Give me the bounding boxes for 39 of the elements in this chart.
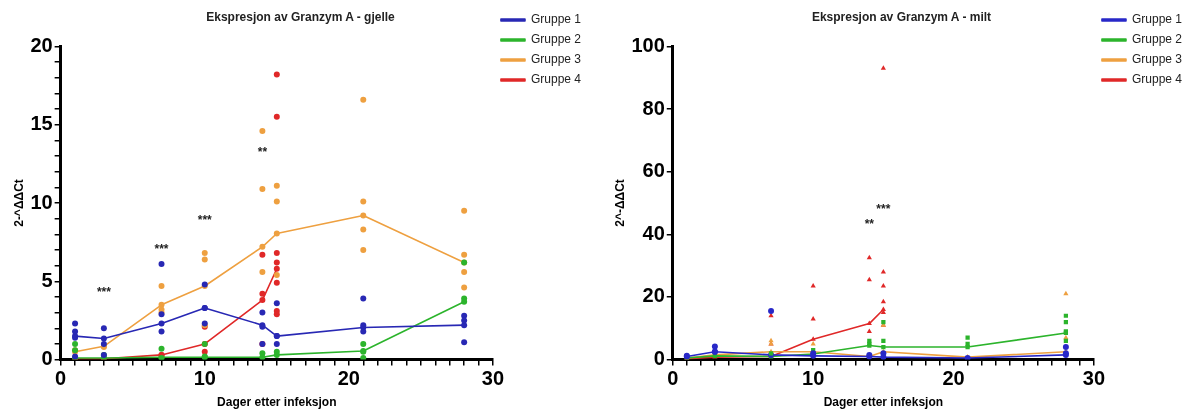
x-tick-label: 10 bbox=[193, 367, 216, 390]
y-tick-label: 5 bbox=[41, 268, 53, 291]
x-axis-title: Dager etter infeksjon bbox=[823, 395, 944, 410]
legend-label: Gruppe 3 bbox=[530, 52, 582, 67]
annotation: *** bbox=[154, 242, 169, 257]
x-tick-label: 20 bbox=[942, 367, 965, 390]
legend-label: Gruppe 4 bbox=[530, 72, 582, 87]
x-tick-label: 0 bbox=[667, 367, 679, 390]
x-tick-label: 30 bbox=[481, 367, 505, 390]
y-tick-label: 0 bbox=[41, 347, 53, 370]
annotation: *** bbox=[96, 284, 112, 299]
y-tick-label: 0 bbox=[653, 347, 665, 370]
annotation: ** bbox=[864, 217, 875, 232]
annotation: ** bbox=[257, 145, 268, 160]
y-tick-label: 20 bbox=[642, 284, 665, 307]
legend-label: Gruppe 1 bbox=[1131, 12, 1183, 27]
annotation: *** bbox=[876, 201, 891, 216]
x-tick-label: 30 bbox=[1082, 367, 1106, 390]
legend-label: Gruppe 3 bbox=[1131, 52, 1183, 67]
x-tick-label: 0 bbox=[55, 367, 67, 390]
y-tick-label: 20 bbox=[30, 33, 53, 56]
annotation: *** bbox=[197, 212, 213, 227]
legend-label: Gruppe 2 bbox=[530, 32, 582, 47]
y-tick-label: 80 bbox=[642, 96, 665, 119]
y-tick-label: 100 bbox=[631, 33, 665, 56]
y-axis-title: 2^-ΔΔCt bbox=[612, 179, 627, 227]
x-tick-label: 10 bbox=[802, 367, 825, 390]
chart-title: Ekspresjon av Granzym A - gjelle bbox=[206, 9, 396, 24]
legend-label: Gruppe 1 bbox=[530, 12, 582, 27]
y-axis-title: 2-^ΔΔCt bbox=[11, 179, 26, 227]
legend-label: Gruppe 4 bbox=[1131, 72, 1183, 87]
y-tick-label: 10 bbox=[30, 190, 53, 213]
legend-label: Gruppe 2 bbox=[1131, 32, 1183, 47]
y-tick-label: 15 bbox=[30, 112, 53, 135]
x-axis-title: Dager etter infeksjon bbox=[217, 395, 337, 410]
y-tick-label: 60 bbox=[642, 159, 665, 182]
y-tick-label: 40 bbox=[642, 221, 665, 244]
x-tick-label: 20 bbox=[337, 367, 360, 390]
chart-title: Ekspresjon av Granzym A - milt bbox=[811, 9, 992, 24]
